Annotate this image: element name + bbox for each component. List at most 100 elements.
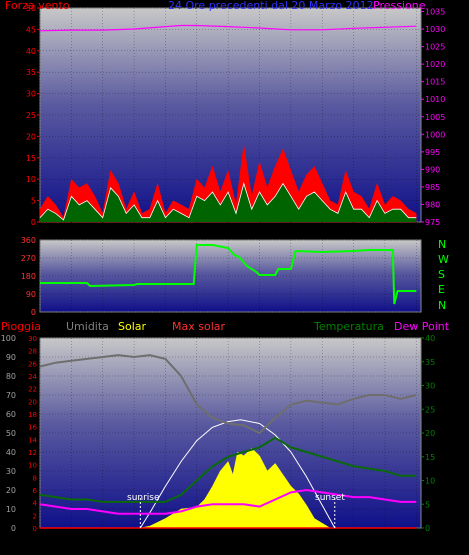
- x-tick-label: 18: [316, 229, 328, 239]
- rain-tick-label: 8: [33, 474, 37, 482]
- temperature-tick-label: 25: [425, 405, 435, 414]
- temperature-tick-label: 10: [425, 477, 435, 486]
- x-tick-label: 22: [379, 538, 390, 548]
- pressure-tick-label: 1000: [425, 130, 445, 139]
- pressure-tick-label: 975: [425, 218, 440, 227]
- max-solar-line: [139, 419, 336, 529]
- pressure-tick-label: 990: [425, 165, 440, 174]
- rain-tick-label: 30: [28, 335, 37, 343]
- compass-n-top: N: [438, 238, 447, 251]
- humidity-tick-label: 50: [6, 429, 16, 438]
- x-tick-label: 06: [128, 229, 140, 239]
- rain-tick-label: 0: [33, 525, 37, 533]
- direction-tick-label: 90: [26, 290, 36, 299]
- humidity-tick-label: 0: [11, 524, 16, 533]
- temperature-tick-label: 20: [425, 429, 435, 438]
- rain-tick-label: 14: [28, 436, 37, 444]
- humidity-tick-label: 80: [6, 372, 16, 381]
- legend-solar: Solar: [118, 320, 147, 333]
- x-tick-label: 10: [191, 229, 203, 239]
- legend-max-solar: Max solar: [172, 320, 226, 333]
- dew-point-line: [39, 488, 417, 515]
- humidity-tick-label: 30: [6, 467, 16, 476]
- x-tick-label: 12: [222, 538, 233, 548]
- humidity-tick-label: 10: [6, 505, 16, 514]
- wind-tick-label: 0: [31, 218, 36, 227]
- x-tick-label: 00: [411, 538, 423, 548]
- wind-tick-label: 50: [26, 4, 36, 13]
- x-tick-label: 08: [160, 229, 172, 239]
- pressure-tick-label: 980: [425, 200, 440, 209]
- x-tick-label: 12: [222, 229, 233, 239]
- wind-tick-label: 20: [26, 132, 36, 141]
- wind-average-area: [40, 183, 417, 222]
- direction-tick-label: 270: [21, 254, 36, 263]
- temperature-tick-label: 5: [425, 500, 430, 509]
- temperature-tick-label: 30: [425, 382, 435, 391]
- pressure-tick-label: 1010: [425, 95, 445, 104]
- x-tick-label: 20: [348, 538, 360, 548]
- temperature-tick-label: 0: [425, 524, 430, 533]
- x-tick-label: 14: [254, 538, 266, 548]
- rain-tick-label: 24: [28, 373, 37, 381]
- rain-tick-label: 4: [33, 500, 38, 508]
- x-tick-label: 02: [66, 229, 77, 239]
- temperature-line: [39, 436, 417, 503]
- humidity-line: [39, 354, 417, 435]
- wind-tick-label: 10: [26, 175, 36, 184]
- compass-w: W: [438, 253, 449, 266]
- rain-tick-label: 2: [33, 512, 37, 520]
- humidity-tick-label: 40: [6, 448, 16, 457]
- temperature-tick-label: 15: [425, 453, 435, 462]
- wind-average-line: [39, 182, 417, 221]
- legend-rain: Pioggia: [1, 320, 41, 333]
- humidity-tick-label: 70: [6, 391, 16, 400]
- wind-tick-label: 30: [26, 90, 36, 99]
- wind-tick-label: 5: [31, 197, 36, 206]
- rain-tick-label: 28: [28, 348, 37, 356]
- wind-tick-label: 40: [26, 47, 36, 56]
- x-tick-label: 18: [316, 538, 328, 548]
- pressure-tick-label: 1015: [425, 78, 445, 87]
- pressure-tick-label: 1030: [425, 25, 445, 34]
- legend-humidity: Umidita: [66, 320, 109, 333]
- x-tick-label: 16: [285, 229, 297, 239]
- rain-tick-label: 18: [28, 411, 37, 419]
- rain-tick-label: 16: [28, 424, 37, 432]
- x-tick-label: 22: [379, 229, 390, 239]
- wind-tick-label: 25: [26, 111, 36, 120]
- direction-tick-label: 0: [31, 308, 36, 317]
- x-tick-label: 08: [160, 538, 172, 548]
- pressure-tick-label: 1025: [425, 43, 445, 52]
- rain-tick-label: 6: [33, 487, 38, 495]
- temperature-tick-label: 40: [425, 334, 435, 343]
- wind-tick-label: 15: [26, 154, 36, 163]
- x-tick-label: 00: [411, 229, 423, 239]
- x-tick-label: 20: [348, 229, 360, 239]
- x-tick-label: 04: [97, 538, 109, 548]
- pressure-axis-title: Pressione: [373, 0, 426, 12]
- temperature-tick-label: 35: [425, 358, 435, 367]
- pressure-tick-label: 985: [425, 183, 440, 192]
- solar-area: [40, 447, 417, 529]
- compass-e: E: [438, 283, 445, 296]
- wind-axis-title: Forza vento: [5, 0, 70, 12]
- compass-n-bottom: N: [438, 299, 447, 312]
- rain-tick-label: 26: [28, 360, 37, 368]
- direction-tick-label: 360: [21, 236, 36, 245]
- x-tick-label: 02: [66, 538, 77, 548]
- legend-dew-point: Dew Point: [394, 320, 450, 333]
- rain-tick-label: 22: [28, 386, 37, 394]
- humidity-tick-label: 100: [1, 334, 16, 343]
- humidity-tick-label: 60: [6, 410, 16, 419]
- rain-tick-label: 10: [28, 462, 37, 470]
- pressure-tick-label: 1005: [425, 113, 445, 122]
- period-title: 24 Ore precedenti dal 20 Marzo 2012: [168, 0, 374, 12]
- rain-tick-label: 12: [28, 449, 37, 457]
- legend-temperature: Temperatura: [314, 320, 384, 333]
- humidity-tick-label: 20: [6, 486, 16, 495]
- x-tick-label: 10: [191, 538, 203, 548]
- x-tick-label: 16: [285, 538, 297, 548]
